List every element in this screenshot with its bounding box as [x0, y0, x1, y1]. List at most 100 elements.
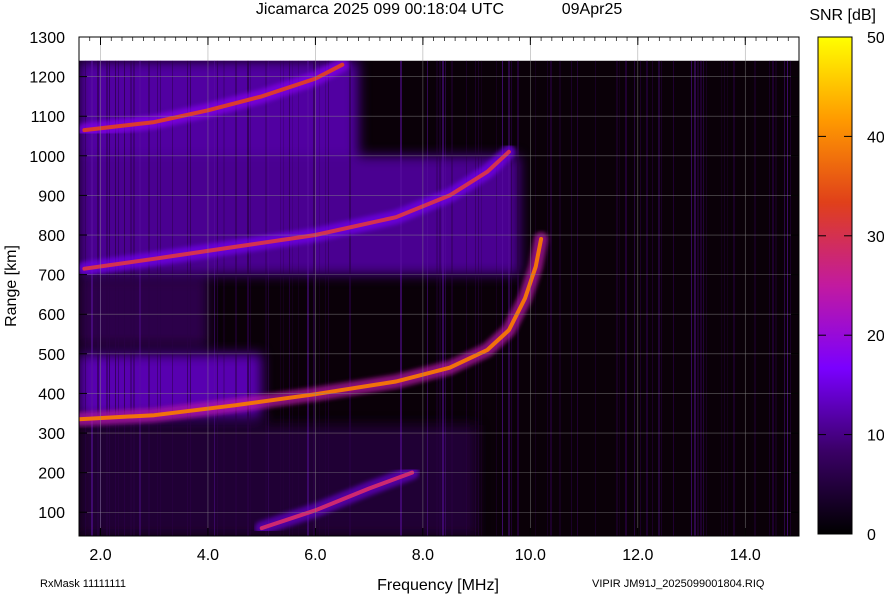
- noise-stripe: [475, 60, 476, 537]
- noise-stripe: [172, 60, 173, 537]
- noise-stripe: [451, 60, 453, 537]
- noise-stripe: [481, 60, 482, 537]
- noise-stripe: [250, 60, 251, 537]
- noise-stripe: [280, 60, 281, 537]
- noise-stripe: [634, 60, 635, 537]
- noise-stripe: [547, 60, 548, 537]
- colorbar-label: SNR [dB]: [809, 7, 876, 24]
- noise-stripe: [706, 60, 707, 537]
- noise-stripe: [268, 60, 269, 537]
- y-tick-label: 1200: [29, 70, 65, 87]
- colorbar-tick-label: 30: [867, 229, 884, 246]
- y-tick-label: 800: [38, 228, 65, 245]
- y-tick-label: 100: [38, 505, 65, 522]
- x-axis-label: Frequency [MHz]: [377, 577, 499, 594]
- noise-stripe: [511, 60, 512, 537]
- noise-stripe: [190, 60, 191, 537]
- x-tick-label: 14.0: [730, 547, 761, 564]
- y-tick-label: 1100: [31, 109, 66, 126]
- noise-stripe: [691, 60, 692, 537]
- noise-stripe: [445, 60, 446, 537]
- noise-stripe: [292, 60, 293, 537]
- noise-stripe: [571, 60, 572, 537]
- colorbar-tick-label: 10: [867, 428, 884, 445]
- noise-stripe: [559, 60, 561, 537]
- noise-stripe: [625, 60, 627, 537]
- noise-stripe: [658, 60, 660, 537]
- noise-stripe: [247, 60, 249, 537]
- noise-stripe: [733, 60, 735, 537]
- y-tick-label: 1000: [29, 149, 65, 166]
- noise-stripe: [130, 60, 132, 537]
- upper-echo-2: [82, 62, 345, 133]
- noise-stripe: [616, 60, 618, 537]
- noise-stripe: [400, 60, 402, 537]
- file-label: VIPIR JM91J_2025099001804.RIQ: [592, 578, 765, 590]
- noise-stripe: [118, 60, 119, 537]
- y-tick-label: 200: [38, 466, 65, 483]
- lower-echo: [259, 470, 415, 531]
- noise-stripe: [727, 60, 728, 537]
- noise-stripe: [313, 60, 315, 537]
- noise-stripe: [784, 60, 785, 537]
- noise-stripe: [700, 60, 702, 537]
- upper-echo-1: [82, 149, 511, 271]
- noise-stripe: [721, 60, 722, 537]
- noise-stripe: [139, 60, 141, 537]
- y-tick-label: 600: [38, 307, 65, 324]
- noise-stripe: [769, 60, 770, 537]
- noise-stripe: [349, 60, 351, 537]
- noise-stripe: [502, 60, 503, 537]
- noise-stripe: [109, 60, 110, 537]
- noise-stripe: [427, 60, 428, 537]
- y-tick-label: 400: [38, 386, 65, 403]
- date-label: 09Apr25: [562, 1, 623, 18]
- noise-stripe: [436, 60, 438, 537]
- noise-stripe: [466, 60, 467, 537]
- noise-stripe: [697, 60, 699, 537]
- noise-stripe: [106, 60, 108, 537]
- x-tick-label: 10.0: [515, 547, 546, 564]
- colorbar: [817, 36, 853, 535]
- noise-stripe: [772, 60, 774, 537]
- noise-stripe: [703, 60, 704, 537]
- noise-stripe: [223, 60, 225, 537]
- noise-stripe: [550, 60, 552, 537]
- noise-stripe: [508, 60, 510, 537]
- colorbar-tick-label: 40: [867, 129, 884, 146]
- noise-stripe: [289, 60, 290, 537]
- noise-stripe: [217, 60, 218, 537]
- y-tick-label: 500: [38, 347, 65, 364]
- noise-stripe: [91, 60, 93, 537]
- colorbar-tick-label: 50: [867, 30, 884, 47]
- noise-stripe: [442, 60, 444, 537]
- noise-stripe: [724, 60, 725, 537]
- noise-stripe: [115, 60, 116, 537]
- noise-stripe: [787, 60, 788, 537]
- y-tick-label: 300: [38, 426, 65, 443]
- y-axis-label: Range [km]: [3, 245, 20, 327]
- noise-stripe: [187, 60, 188, 537]
- noise-stripe: [646, 60, 648, 537]
- noise-stripe: [328, 60, 329, 537]
- noise-stripe: [325, 60, 326, 537]
- x-tick-label: 6.0: [304, 547, 326, 564]
- noise-stripe: [775, 60, 777, 537]
- noise-stripe: [160, 60, 161, 537]
- noise-stripe: [535, 60, 536, 537]
- noise-stripe: [673, 60, 674, 537]
- rxmask-label: RxMask 11111111: [40, 578, 126, 590]
- noise-stripe: [214, 60, 215, 537]
- x-tick-label: 4.0: [197, 547, 219, 564]
- noise-stripe: [148, 60, 150, 537]
- x-tick-label: 12.0: [622, 547, 653, 564]
- noise-stripe: [319, 60, 320, 537]
- noise-stripe: [283, 60, 284, 537]
- noise-stripe: [754, 60, 756, 537]
- noise-stripe: [478, 60, 479, 537]
- noise-stripe: [124, 60, 125, 537]
- y-tick-label: 1300: [29, 30, 65, 47]
- noise-stripe: [85, 60, 86, 537]
- noise-stripe: [439, 60, 441, 537]
